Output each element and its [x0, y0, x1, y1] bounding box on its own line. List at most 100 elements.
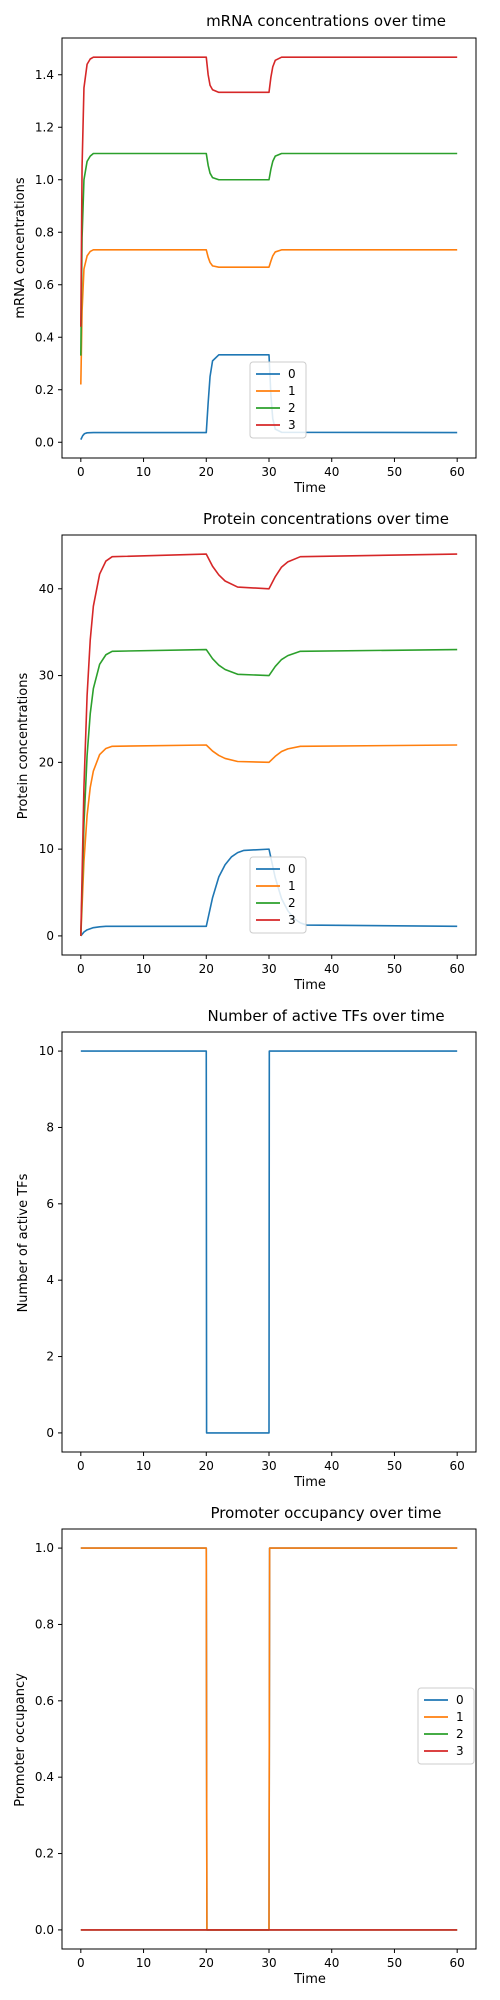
legend-label: 3	[288, 913, 296, 927]
legend-label: 0	[288, 367, 296, 381]
legend-label: 3	[456, 1744, 464, 1758]
x-tick-label: 0	[77, 465, 85, 479]
y-tick-label: 1.2	[35, 120, 54, 134]
x-tick-label: 50	[387, 1459, 402, 1473]
y-tick-labels: 0 10 20 30 40	[39, 582, 62, 943]
x-tick-label: 50	[387, 465, 402, 479]
y-tick-label: 0.6	[35, 1694, 54, 1708]
legend-box	[249, 361, 307, 439]
y-tick-label: 1.4	[35, 68, 54, 82]
y-tick-labels: 0.0 0.2 0.4 0.6 0.8 1.0 1.2 1.4	[35, 68, 62, 449]
y-tick-labels: 0 2 4 6 8 10	[39, 1044, 62, 1440]
protein-chart: Protein concentrations over time 0 10 20 30…	[16, 510, 477, 993]
series-line-1	[80, 744, 458, 936]
x-axis-label: Time	[293, 481, 326, 496]
y-tick-label: 1.0	[35, 1541, 54, 1555]
y-tick-label: 40	[39, 582, 54, 596]
y-tick-label: 0	[46, 929, 54, 943]
promoter-occupancy-chart: Promoter occupancy over time 0 10 20 30 40 50…	[13, 1504, 477, 1987]
y-tick-label: 0.4	[35, 330, 54, 344]
x-tick-label: 0	[77, 1459, 85, 1473]
x-tick-label: 10	[136, 1459, 151, 1473]
series-line-2	[80, 648, 458, 936]
x-tick-label: 60	[450, 962, 465, 976]
x-tick-label: 40	[324, 1459, 339, 1473]
y-axis-label: Protein concentrations	[16, 673, 31, 820]
y-tick-label: 30	[39, 669, 54, 683]
legend-box	[249, 856, 307, 934]
x-tick-label: 60	[450, 465, 465, 479]
plot-frame	[61, 1031, 477, 1453]
x-tick-label: 20	[199, 465, 214, 479]
y-tick-label: 6	[46, 1197, 54, 1211]
legend-label: 1	[288, 384, 296, 398]
chart-title: Protein concentrations over time	[203, 510, 449, 528]
chart-title: Promoter occupancy over time	[210, 1504, 441, 1522]
x-tick-labels: 0 10 20 30 40 50 60	[77, 1452, 465, 1473]
chart-title: mRNA concentrations over time	[206, 12, 446, 30]
x-axis-label: Time	[293, 1972, 326, 1987]
series-line-2	[80, 152, 458, 356]
x-tick-label: 0	[77, 962, 85, 976]
legend-label: 3	[288, 418, 296, 432]
y-tick-label: 0.8	[35, 225, 54, 239]
x-tick-label: 20	[199, 1956, 214, 1970]
legend-label: 2	[288, 401, 296, 415]
x-tick-label: 30	[261, 1459, 276, 1473]
legend-label: 1	[456, 1710, 464, 1724]
legend: 0 1 2 3	[249, 361, 307, 439]
x-tick-label: 50	[387, 962, 402, 976]
y-tick-label: 0.8	[35, 1617, 54, 1631]
plot-frame	[61, 37, 477, 459]
x-tick-label: 10	[136, 1956, 151, 1970]
x-tick-label: 50	[387, 1956, 402, 1970]
y-axis-label: Promoter occupancy	[13, 1673, 28, 1807]
y-tick-label: 8	[46, 1120, 54, 1134]
y-tick-labels: 0.0 0.2 0.4 0.6 0.8 1.0	[35, 1541, 62, 1937]
mrna-chart: mRNA concentrations over time 0 10 20 30 40 5…	[13, 12, 477, 496]
active-tfs-chart: Number of active TFs over time 0 10 20 30 40…	[16, 1007, 477, 1490]
x-tick-label: 20	[199, 962, 214, 976]
series-line-1	[80, 249, 458, 385]
y-tick-label: 1.0	[35, 173, 54, 187]
y-tick-label: 0.2	[35, 1847, 54, 1861]
series-lines	[80, 1050, 458, 1434]
x-tick-label: 30	[261, 962, 276, 976]
plot-frame	[61, 1528, 477, 1950]
legend-box	[417, 1687, 475, 1765]
x-tick-label: 30	[261, 465, 276, 479]
plot-frame	[61, 534, 477, 956]
legend-label: 1	[288, 879, 296, 893]
y-axis-label: mRNA concentrations	[13, 177, 28, 318]
legend-label: 0	[288, 862, 296, 876]
x-tick-label: 40	[324, 1956, 339, 1970]
x-tick-label: 60	[450, 1459, 465, 1473]
chart-title: Number of active TFs over time	[207, 1007, 444, 1025]
x-tick-label: 40	[324, 962, 339, 976]
x-tick-labels: 0 10 20 30 40 50 60	[77, 458, 465, 479]
legend-label: 2	[456, 1727, 464, 1741]
series-line-1	[80, 1547, 458, 1931]
y-tick-label: 10	[39, 842, 54, 856]
y-tick-label: 4	[46, 1273, 54, 1287]
legend: 0 1 2 3	[249, 856, 307, 934]
x-tick-label: 10	[136, 962, 151, 976]
legend-label: 2	[288, 896, 296, 910]
x-tick-label: 10	[136, 465, 151, 479]
legend: 0 1 2 3	[417, 1687, 475, 1765]
x-tick-labels: 0 10 20 30 40 50 60	[77, 1949, 465, 1970]
y-tick-label: 0	[46, 1426, 54, 1440]
series-lines	[80, 1547, 458, 1931]
x-tick-labels: 0 10 20 30 40 50 60	[77, 955, 465, 976]
x-tick-label: 30	[261, 1956, 276, 1970]
legend-label: 0	[456, 1693, 464, 1707]
series-line-0	[80, 1050, 458, 1434]
y-tick-label: 0.0	[35, 1923, 54, 1937]
x-tick-label: 20	[199, 1459, 214, 1473]
y-tick-label: 20	[39, 755, 54, 769]
y-axis-label: Number of active TFs	[16, 1173, 31, 1312]
y-tick-label: 10	[39, 1044, 54, 1058]
y-tick-label: 0.4	[35, 1770, 54, 1784]
y-tick-label: 2	[46, 1350, 54, 1364]
